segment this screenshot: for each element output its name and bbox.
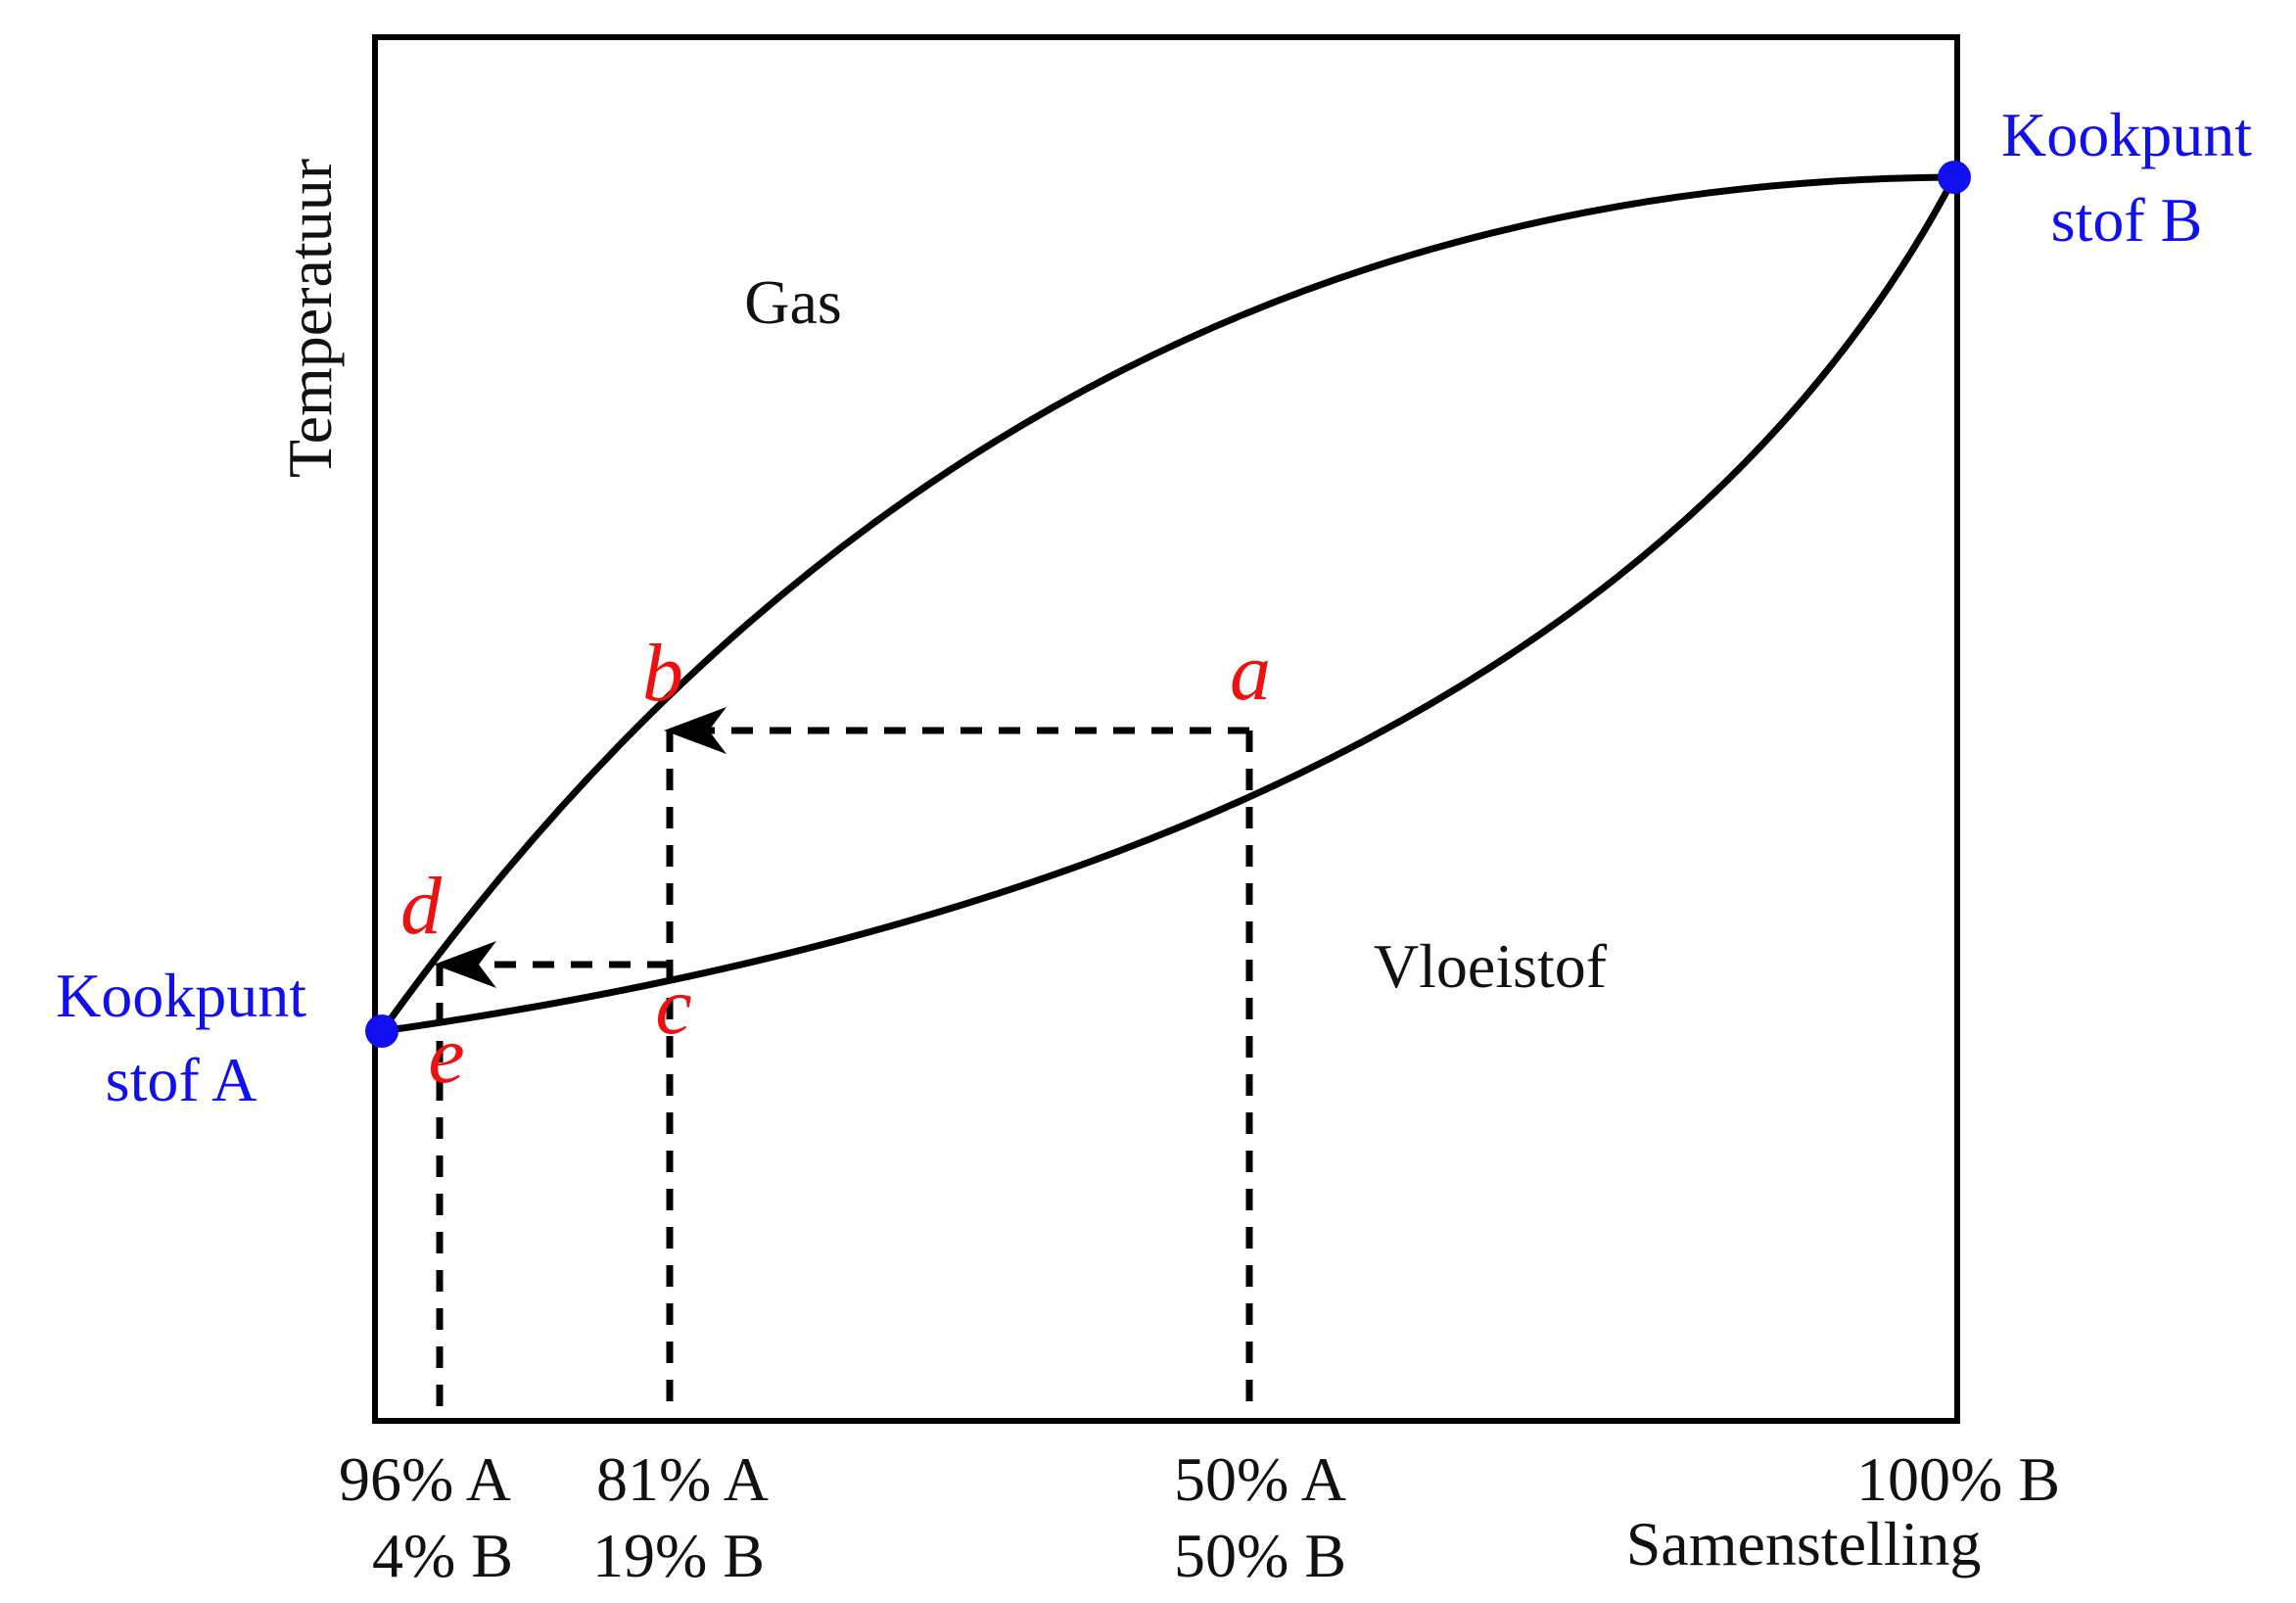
boiling-point-b-label-line2: stof B	[2051, 185, 2203, 255]
arrowhead-b	[664, 707, 726, 754]
boiling-point-b-label-line1: Kookpunt	[2001, 100, 2252, 169]
plot-frame	[372, 34, 1960, 1424]
point-e-label: e	[428, 1010, 464, 1101]
region-gas-label: Gas	[744, 267, 842, 337]
point-b-label: b	[642, 628, 683, 719]
x-axis-label: Samenstelling	[1626, 1509, 1982, 1579]
tick-label-96a: 96% A	[339, 1444, 511, 1514]
region-liquid-label: Vloeistof	[1374, 931, 1608, 1001]
tick-label-50b: 50% B	[1174, 1521, 1346, 1590]
liquid-curve	[381, 175, 1958, 1035]
tick-label-81a: 81% A	[596, 1444, 769, 1514]
arrowhead-d	[434, 941, 496, 988]
boiling-point-a-dot	[365, 1014, 398, 1048]
construction-lines	[436, 727, 1253, 1412]
tick-label-4b: 4% B	[372, 1521, 513, 1590]
tick-label-100b: 100% B	[1856, 1444, 2060, 1514]
tick-label-19b: 19% B	[592, 1521, 765, 1590]
point-a-label: a	[1230, 627, 1271, 718]
y-axis-label: Temperatuur	[275, 159, 345, 478]
boiling-point-a-label-line2: stof A	[106, 1045, 258, 1114]
point-d-label: d	[400, 861, 443, 952]
vapor-curve	[379, 173, 1955, 1034]
tick-label-50a: 50% A	[1174, 1444, 1346, 1514]
boiling-point-a-label-line1: Kookpunt	[56, 961, 306, 1030]
boiling-point-b-dot	[1938, 161, 1971, 194]
point-c-label: c	[655, 961, 691, 1052]
